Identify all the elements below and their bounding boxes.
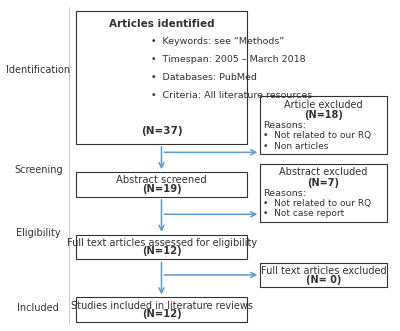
Text: Abstract screened: Abstract screened — [116, 175, 207, 185]
Text: Articles identified: Articles identified — [109, 19, 214, 28]
Text: •  Non articles: • Non articles — [263, 142, 329, 151]
Text: •  Not case report: • Not case report — [263, 209, 344, 218]
Text: Included: Included — [17, 303, 59, 313]
Text: Full text articles excluded: Full text articles excluded — [260, 266, 386, 276]
FancyBboxPatch shape — [260, 164, 386, 221]
Text: •  Keywords: see “Methods”: • Keywords: see “Methods” — [152, 37, 285, 46]
Text: •  Not related to our RQ: • Not related to our RQ — [263, 131, 372, 140]
Text: •  Not related to our RQ: • Not related to our RQ — [263, 199, 372, 208]
Text: Identification: Identification — [6, 65, 70, 75]
Text: (N=19): (N=19) — [142, 184, 182, 194]
Text: Screening: Screening — [14, 166, 62, 175]
Text: (N=12): (N=12) — [142, 246, 182, 256]
Text: •  Criteria: All literature resources: • Criteria: All literature resources — [152, 91, 313, 100]
Text: •  Timespan: 2005 – March 2018: • Timespan: 2005 – March 2018 — [152, 55, 306, 64]
Text: Article excluded: Article excluded — [284, 100, 363, 110]
Text: Abstract excluded: Abstract excluded — [279, 167, 368, 177]
FancyBboxPatch shape — [260, 263, 386, 287]
Text: •  Databases: PubMed: • Databases: PubMed — [152, 73, 257, 82]
FancyBboxPatch shape — [76, 235, 247, 260]
Text: (N=37): (N=37) — [141, 126, 182, 136]
Text: (N=18): (N=18) — [304, 110, 343, 120]
Text: Reasons:: Reasons: — [263, 189, 306, 198]
Text: Full text articles assessed for eligibility: Full text articles assessed for eligibil… — [67, 238, 257, 248]
FancyBboxPatch shape — [260, 96, 386, 154]
Text: (N=12): (N=12) — [142, 309, 182, 319]
FancyBboxPatch shape — [76, 11, 247, 144]
Text: Reasons:: Reasons: — [263, 121, 306, 130]
Text: (N= 0): (N= 0) — [306, 275, 341, 285]
FancyBboxPatch shape — [76, 297, 247, 322]
Text: Eligibility: Eligibility — [16, 228, 60, 238]
FancyBboxPatch shape — [76, 172, 247, 197]
Text: (N=7): (N=7) — [307, 178, 339, 188]
Text: Studies included in literature reviews: Studies included in literature reviews — [71, 301, 253, 310]
